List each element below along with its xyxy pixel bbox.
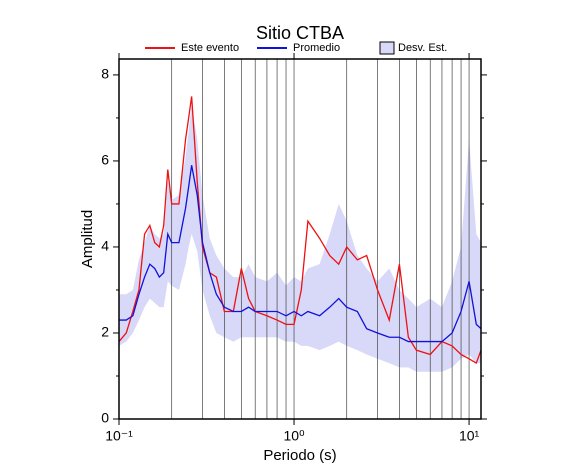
y-tick-label: 2 (101, 324, 109, 340)
legend-swatch (379, 41, 395, 55)
x-tick-label: 10¹ (459, 428, 480, 444)
y-tick-label: 0 (101, 410, 109, 426)
legend-label: Promedio (293, 42, 340, 54)
legend-label: Desv. Est. (398, 42, 447, 54)
y-tick-label: 4 (101, 238, 109, 254)
legend-label: Este evento (181, 42, 239, 54)
std-band (119, 105, 481, 372)
chart-title: Sitio CTBA (256, 23, 344, 43)
series-line (118, 96, 482, 365)
series-line (119, 165, 482, 343)
y-tick-label: 6 (101, 152, 109, 168)
x-tick-label: 10⁰ (283, 428, 305, 444)
y-axis-label: Amplitud (79, 210, 96, 268)
plot-frame (118, 58, 482, 420)
y-tick-label: 8 (101, 66, 109, 82)
x-axis-label: Periodo (s) (263, 447, 336, 464)
x-tick-label: 10⁻¹ (105, 428, 133, 444)
